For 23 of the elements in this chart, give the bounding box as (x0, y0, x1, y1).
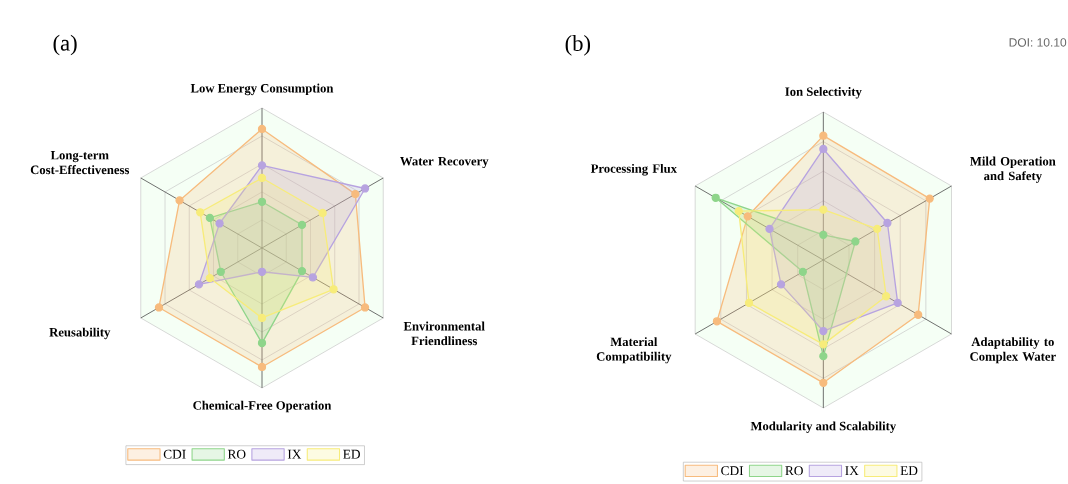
legend-label: RO (227, 449, 246, 459)
spoke-label: Chemical-Free Operation (193, 400, 332, 413)
legend-label: ED (900, 466, 918, 476)
spoke-label: Mild Operation and Safety (970, 156, 1056, 183)
text: DOI: 10.10 (1009, 38, 1067, 47)
spoke-label: Adaptability to Complex Water (970, 337, 1056, 364)
chart-title: (b) (565, 35, 591, 56)
legend-label: CDI (163, 449, 186, 459)
spoke-label: Environmental Friendliness (403, 321, 485, 346)
spoke-label: Material Compatibility (596, 337, 672, 364)
spoke-label: Processing Flux (590, 163, 677, 176)
spoke-label: Modularity and Scalability (750, 421, 897, 433)
spoke-label: Water Recovery (400, 157, 489, 169)
spoke-label: Reusability (49, 327, 111, 340)
chart-title: (a) (53, 34, 77, 56)
legend-label: IX (845, 466, 859, 475)
legend-label: CDI (721, 466, 744, 476)
spoke-label: Ion Selectivity (785, 87, 862, 99)
spoke-label: Low Energy Consumption (190, 83, 334, 96)
legend-label: RO (785, 466, 803, 476)
legend-label: ED (343, 449, 360, 459)
legend-label: IX (287, 449, 302, 459)
spoke-label: Long-term Cost-Effectiveness (30, 151, 130, 175)
